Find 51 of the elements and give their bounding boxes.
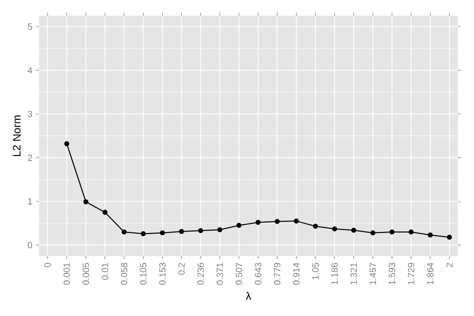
x-axis-title: λ — [246, 292, 252, 300]
point — [294, 218, 299, 224]
x-tick-label: 0.643 — [254, 262, 262, 285]
point — [332, 226, 338, 232]
x-tick-label: 0 — [44, 262, 51, 268]
x-tick-label: 1.593 — [388, 262, 396, 284]
x-tick-label: 0.153 — [159, 262, 166, 285]
y-tick-label: 4 — [28, 67, 32, 74]
x-tick-label: 1.05 — [312, 262, 319, 280]
y-tick-label: 1 — [28, 198, 32, 204]
x-tick-label: 1.457 — [370, 262, 376, 284]
x-tick-label: 0.105 — [140, 262, 146, 285]
y-tick-label: 3 — [28, 110, 32, 118]
x-tick-label: 2 — [446, 262, 453, 268]
x-tick-label: 1.321 — [350, 262, 357, 284]
x-tick-label: 1.186 — [331, 262, 338, 284]
point — [64, 141, 70, 146]
y-tick-label: 2 — [28, 154, 32, 161]
x-tick-label: 0.005 — [82, 262, 90, 285]
point — [389, 229, 394, 234]
x-tick-label: 0.779 — [274, 262, 280, 285]
point — [198, 228, 204, 234]
point — [236, 222, 242, 228]
x-tick-label: 1.729 — [408, 262, 414, 284]
point — [370, 230, 376, 236]
point — [102, 210, 108, 215]
point — [351, 228, 356, 233]
point — [312, 224, 318, 229]
y-tick-label: 0 — [28, 242, 32, 248]
x-tick-label: 0.001 — [64, 262, 70, 285]
point — [446, 234, 452, 240]
x-tick-label: 0.2 — [178, 262, 185, 275]
x-tick-label: 0.507 — [236, 262, 242, 285]
x-tick-label: 0.371 — [216, 262, 223, 285]
point — [122, 229, 127, 234]
point — [83, 199, 88, 204]
y-axis-title: L2 Norm — [12, 116, 21, 156]
point — [179, 229, 184, 234]
x-tick-label: 0.01 — [102, 262, 108, 280]
point — [408, 229, 414, 234]
x-tick-label: 1.864 — [427, 262, 434, 284]
point — [274, 218, 280, 224]
y-tick-label: 5 — [28, 23, 32, 30]
point — [160, 230, 165, 236]
x-tick-label: 0.058 — [120, 262, 128, 285]
x-tick-label: 0.914 — [293, 262, 300, 285]
x-tick-label: 0.236 — [197, 262, 204, 285]
point — [140, 231, 146, 236]
point — [256, 220, 261, 225]
point — [217, 227, 222, 232]
point — [428, 232, 433, 238]
